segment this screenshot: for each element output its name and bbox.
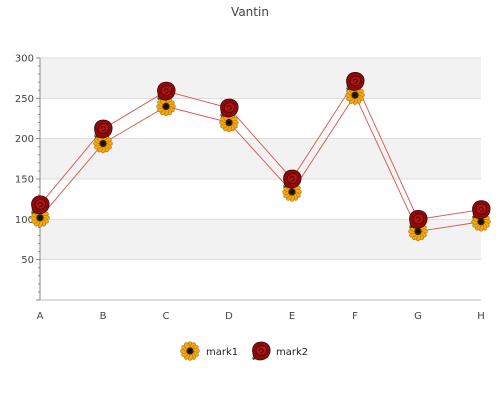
point-mark2-B (93, 119, 113, 139)
legend: mark1 mark2 (180, 341, 308, 361)
x-tick-label: C (163, 311, 170, 322)
legend-item-mark1[interactable]: mark1 (180, 341, 239, 361)
point-mark2-F (345, 71, 365, 91)
series-lines (39, 80, 482, 232)
legend-label-mark2: mark2 (276, 347, 308, 358)
legend-label-mark1: mark1 (206, 347, 238, 358)
series-line-mark2 (39, 80, 482, 220)
tick-labels: 50 100 150 200 250 300 A B C D E F G H (15, 54, 485, 323)
grid-band (40, 58, 481, 99)
y-tick-label: 100 (15, 215, 34, 226)
point-mark2-C (156, 81, 176, 101)
x-tick-label: G (414, 311, 422, 322)
y-tick-label: 50 (21, 255, 34, 266)
point-mark2-H (471, 200, 491, 220)
sunflower-icon (180, 341, 200, 361)
chart-title: Vantin (231, 5, 269, 19)
grid-band (40, 219, 481, 260)
legend-item-mark2[interactable]: mark2 (251, 341, 308, 361)
point-mark2-D (219, 98, 239, 118)
grid-band (40, 138, 481, 179)
x-tick-label: A (37, 311, 44, 322)
x-tick-label: F (352, 311, 358, 322)
y-tick-label: 300 (15, 54, 34, 65)
y-tick-label: 250 (15, 94, 34, 105)
point-mark2-G (408, 209, 428, 229)
x-tick-label: E (289, 311, 295, 322)
grid-bands (40, 58, 481, 260)
gridlines (40, 57, 481, 261)
point-mark2-E (282, 169, 302, 189)
series-line-mark1 (39, 94, 482, 232)
point-mark2-A (30, 195, 50, 215)
y-tick-label: 150 (15, 175, 34, 186)
x-tick-label: H (477, 311, 485, 322)
x-tick-label: D (225, 311, 233, 322)
y-tick-label: 200 (15, 134, 34, 145)
axes (36, 57, 481, 301)
rose-icon (251, 341, 271, 361)
x-tick-label: B (100, 311, 107, 322)
